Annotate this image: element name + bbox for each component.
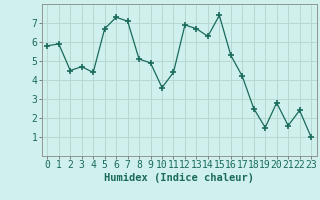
X-axis label: Humidex (Indice chaleur): Humidex (Indice chaleur) (104, 173, 254, 183)
